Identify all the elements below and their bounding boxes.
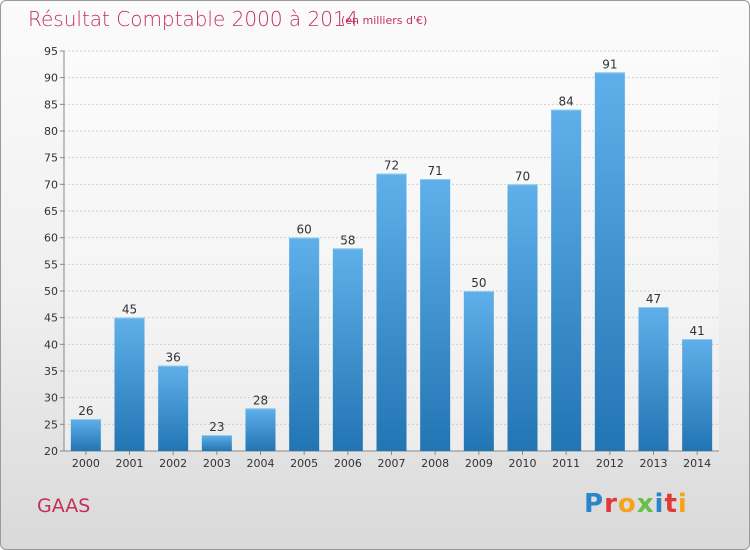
bar-2009: [463, 291, 494, 451]
y-tick-label: 95: [44, 45, 58, 58]
x-tick-label: 2003: [203, 457, 231, 470]
data-label: 50: [471, 276, 486, 290]
x-tick-label: 2007: [378, 457, 406, 470]
x-tick-label: 2002: [159, 457, 187, 470]
y-tick-label: 25: [44, 418, 58, 431]
data-label: 60: [297, 223, 312, 237]
x-tick-label: 2008: [421, 457, 449, 470]
x-tick-label: 2004: [247, 457, 275, 470]
x-tick-label: 2010: [509, 457, 537, 470]
logo-letter: o: [617, 489, 637, 519]
x-tick-label: 2013: [640, 457, 668, 470]
y-tick-label: 35: [44, 365, 58, 378]
logo-letter: t: [664, 489, 678, 519]
bar-2007: [376, 173, 407, 451]
y-tick-label: 50: [44, 285, 58, 298]
y-tick-label: 60: [44, 232, 58, 245]
bar-2004: [245, 408, 276, 451]
chart-title: Résultat Comptable 2000 à 2014: [28, 7, 359, 31]
y-tick-label: 85: [44, 98, 58, 111]
bar-2003: [201, 435, 232, 451]
logo-letter: r: [604, 489, 618, 519]
bar-2013: [638, 307, 669, 451]
data-label: 45: [122, 303, 137, 317]
logo-letter: P: [584, 489, 605, 519]
data-label: 23: [209, 420, 224, 434]
bar-2001: [114, 317, 145, 451]
bar-2012: [594, 72, 625, 451]
y-tick-label: 70: [44, 178, 58, 191]
data-label: 28: [253, 393, 268, 407]
logo-letter: i: [677, 489, 688, 519]
y-tick-label: 20: [44, 445, 58, 458]
data-label: 71: [428, 164, 443, 178]
y-tick-label: 80: [44, 125, 58, 138]
data-label: 47: [646, 292, 661, 306]
chart-subtitle: (en milliers d'€): [341, 14, 428, 27]
data-label: 91: [602, 57, 617, 71]
data-label: 36: [166, 351, 181, 365]
x-tick-label: 2011: [552, 457, 580, 470]
place-name: GAAS: [37, 495, 91, 517]
x-tick-label: 2001: [116, 457, 144, 470]
x-tick-label: 2009: [465, 457, 493, 470]
y-tick-label: 30: [44, 392, 58, 405]
y-tick-label: 75: [44, 152, 58, 165]
logo-letter: i: [654, 489, 665, 519]
y-tick-label: 65: [44, 205, 58, 218]
data-label: 41: [690, 324, 705, 338]
y-tick-label: 55: [44, 258, 58, 271]
proxiti-logo: Proxiti: [584, 489, 688, 519]
logo-letter: x: [636, 489, 655, 519]
x-tick-label: 2012: [596, 457, 624, 470]
y-tick-label: 90: [44, 72, 58, 85]
data-label: 26: [78, 404, 93, 418]
data-label: 70: [515, 169, 530, 183]
bar-2010: [507, 184, 538, 452]
bar-2005: [289, 237, 320, 451]
y-tick-label: 45: [44, 312, 58, 325]
data-label: 58: [340, 233, 355, 247]
x-tick-label: 2014: [683, 457, 711, 470]
x-tick-label: 2000: [72, 457, 100, 470]
data-label: 72: [384, 159, 399, 173]
bar-2002: [158, 365, 189, 451]
bar-2014: [682, 339, 713, 451]
y-tick-label: 40: [44, 338, 58, 351]
x-tick-label: 2005: [290, 457, 318, 470]
bar-2011: [551, 109, 582, 452]
bar-2000: [70, 419, 101, 451]
bar-2006: [332, 248, 363, 451]
data-label: 84: [559, 95, 574, 109]
x-tick-label: 2006: [334, 457, 362, 470]
bar-2008: [420, 179, 451, 451]
